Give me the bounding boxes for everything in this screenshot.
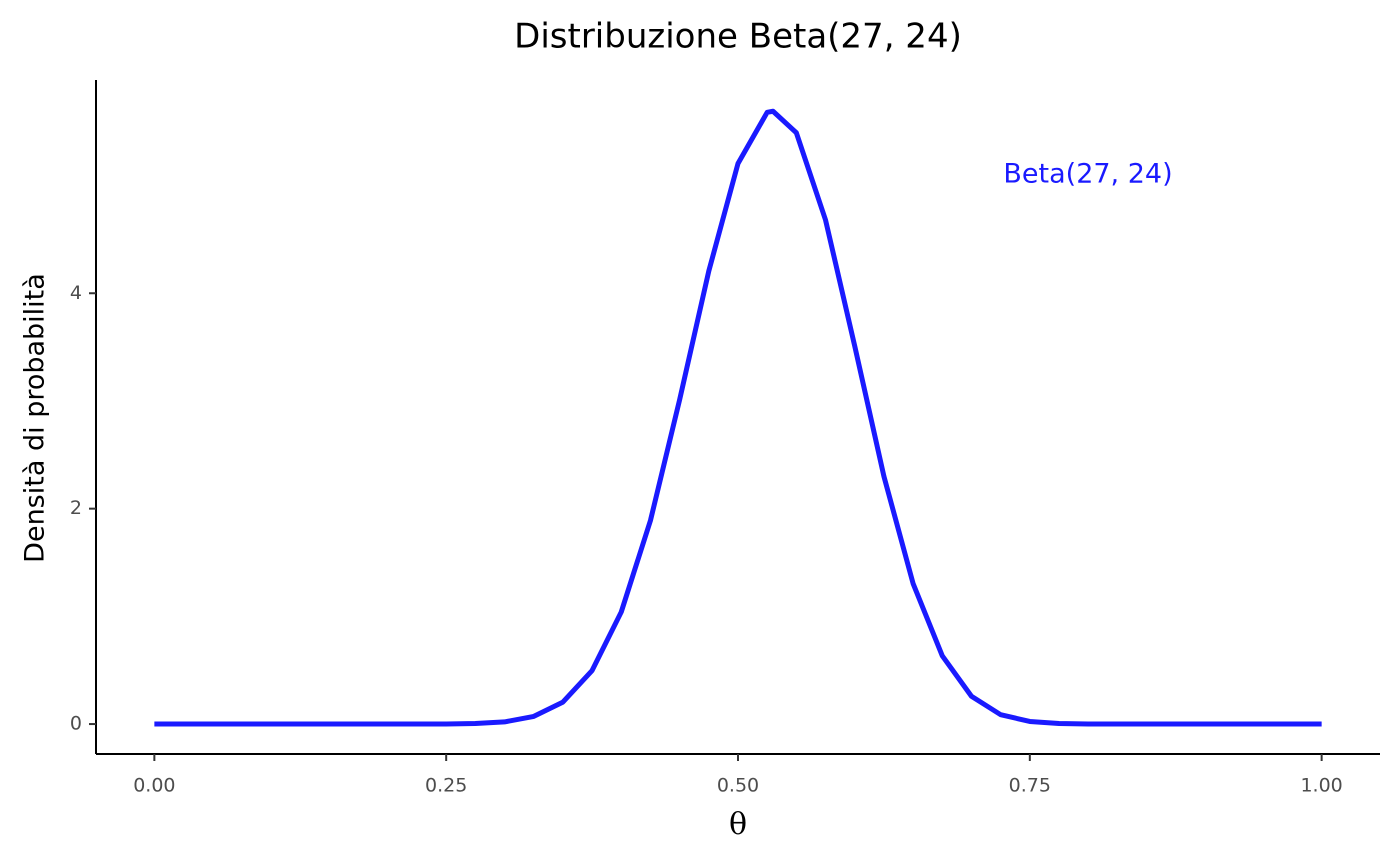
chart-title: Distribuzione Beta(27, 24) <box>514 17 962 57</box>
x-tick-label: 0.25 <box>425 775 467 797</box>
x-axis-label: θ <box>729 807 747 842</box>
x-tick-label: 1.00 <box>1300 775 1342 797</box>
density-line <box>154 108 1322 727</box>
x-tick-label: 0.75 <box>1009 775 1051 797</box>
y-tick-label: 0 <box>70 713 82 735</box>
x-tick-label: 0.00 <box>133 775 175 797</box>
x-tick-label: 0.50 <box>717 775 759 797</box>
annotation: Beta(27, 24) <box>1003 159 1172 190</box>
y-tick-label: 2 <box>70 497 82 519</box>
y-tick-label: 4 <box>70 282 82 304</box>
y-axis-label: Densità di probabilità <box>20 273 51 563</box>
